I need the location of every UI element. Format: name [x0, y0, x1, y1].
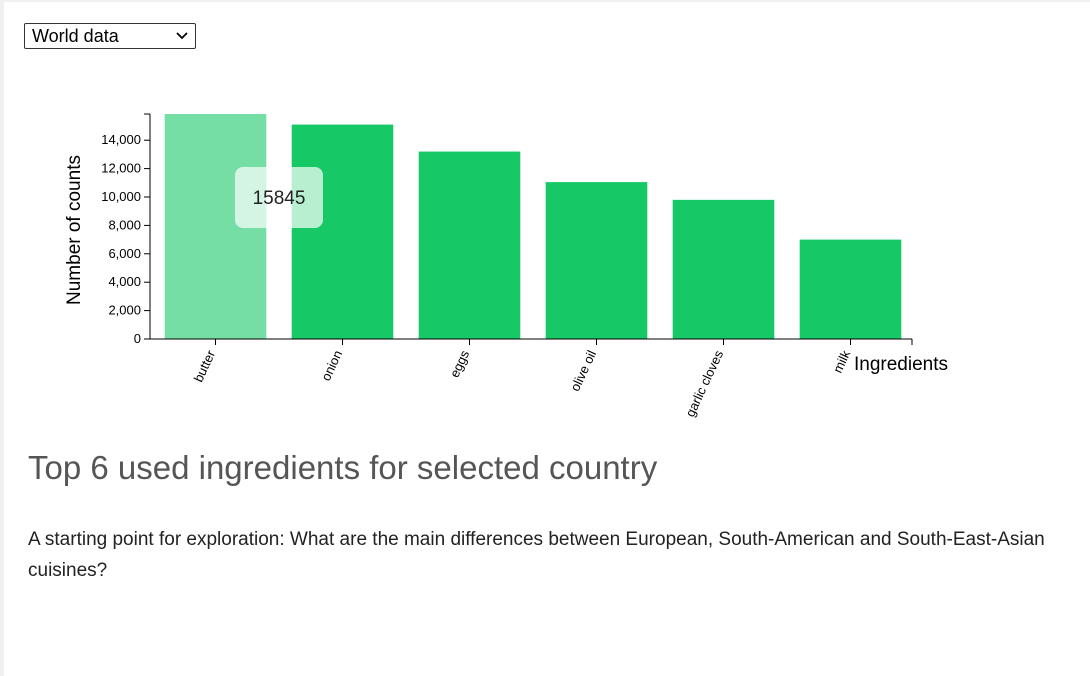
page: World data 0 2,000 4,000 6,000 8,000 10,000 12… — [4, 2, 1090, 676]
y-tick-label: 14,000 — [101, 132, 141, 147]
description: A starting point for exploration: What a… — [28, 529, 1045, 581]
x-tick-label: olive oil — [567, 348, 599, 394]
tooltip-box — [235, 167, 323, 228]
x-axis-title: Ingredients — [854, 354, 948, 375]
y-tick-label: 0 — [134, 331, 141, 346]
bar-chart: 0 2,000 4,000 6,000 8,000 10,000 12,000 14,000 b… — [64, 113, 948, 419]
y-tick-label: 2,000 — [108, 303, 141, 318]
x-tick-label: garlic cloves — [682, 347, 726, 419]
y-tick-label: 6,000 — [108, 246, 141, 261]
country-select[interactable]: World data — [24, 23, 196, 49]
y-tick-label: 10,000 — [101, 189, 141, 204]
chevron-down-icon — [176, 32, 188, 40]
x-tick-label: onion — [318, 348, 345, 383]
y-tick-label: 12,000 — [101, 161, 141, 176]
bar-olive-oil[interactable] — [545, 182, 648, 339]
x-tick-label: milk — [830, 347, 854, 375]
x-tick-label: eggs — [447, 347, 473, 379]
tooltip-value: 15845 — [253, 188, 306, 209]
section-title: Top 6 used ingredients for selected coun… — [28, 449, 658, 486]
y-tick-label: 8,000 — [108, 217, 141, 232]
bar-milk[interactable] — [799, 239, 902, 339]
x-tick-label: butter — [191, 347, 219, 384]
bar-onion[interactable] — [291, 124, 394, 340]
bar-garlic-cloves[interactable] — [672, 199, 775, 339]
y-axis-title: Number of counts — [64, 155, 85, 305]
country-select-value: World data — [32, 26, 119, 46]
y-tick-label: 4,000 — [108, 274, 141, 289]
bar-eggs[interactable] — [418, 151, 521, 339]
